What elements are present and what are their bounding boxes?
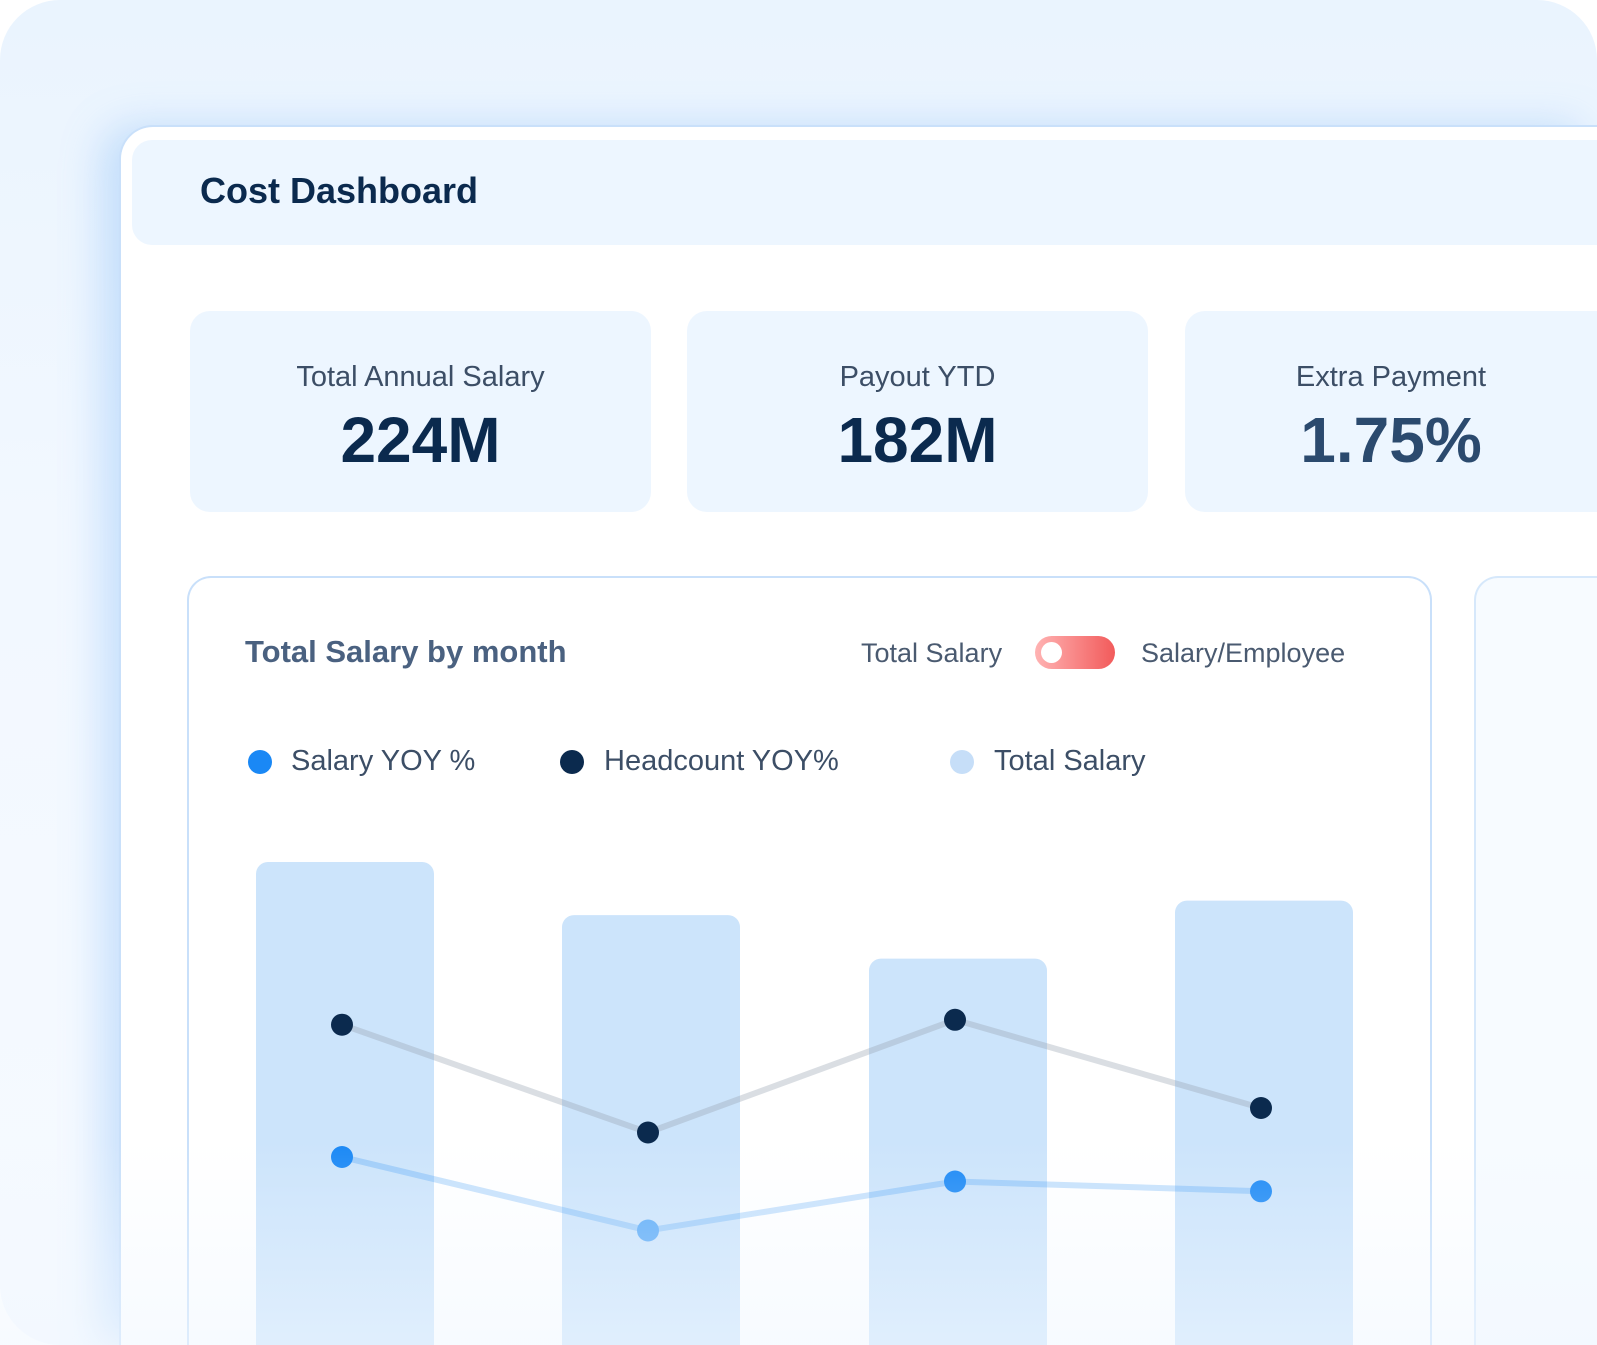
legend-label: Headcount YOY% [604,745,839,777]
kpi-label: Extra Payment [1295,361,1487,393]
toggle-label-salary-employee[interactable]: Salary/Employee [1141,638,1346,668]
data-point-headcount-yoy [637,1121,659,1144]
kpi-value: 1.75% [1300,404,1482,476]
kpi-label: Payout YTD [839,361,996,393]
legend-dot-headcount-yoy [560,750,584,774]
header-bar [132,140,1597,245]
series-line-headcount-yoy [341,1016,1262,1136]
data-point-headcount-yoy [1250,1097,1272,1119]
series-line-salary-yoy [341,1154,1262,1234]
kpi-value: 224M [340,404,501,476]
chart-title: Total Salary by month [245,634,567,669]
data-point-headcount-yoy [331,1013,353,1036]
kpi-card-payout-ytd: Payout YTD 182M [687,311,1148,512]
legend-label: Salary YOY % [291,745,476,777]
metric-toggle[interactable] [1035,636,1115,669]
legend-dot-salary-yoy [248,750,272,774]
bar-total-salary [1175,900,1353,1345]
data-point-salary-yoy [331,1146,353,1168]
kpi-label: Total Annual Salary [296,361,545,393]
kpi-card-extra-payment: Extra Payment 1.75% [1185,311,1597,512]
bar-total-salary [256,862,434,1345]
legend-label: Total Salary [994,745,1146,777]
toggle-label-total-salary[interactable]: Total Salary [861,638,1003,668]
kpi-card-total-annual-salary: Total Annual Salary 224M [190,311,651,512]
toggle-knob [1041,642,1062,663]
kpi-value: 182M [837,404,998,476]
data-point-headcount-yoy [944,1008,966,1031]
page-title: Cost Dashboard [200,170,479,211]
data-point-salary-yoy [637,1219,659,1242]
legend-dot-total-salary [950,750,974,774]
data-point-salary-yoy [944,1170,966,1193]
data-point-salary-yoy [1250,1180,1272,1203]
